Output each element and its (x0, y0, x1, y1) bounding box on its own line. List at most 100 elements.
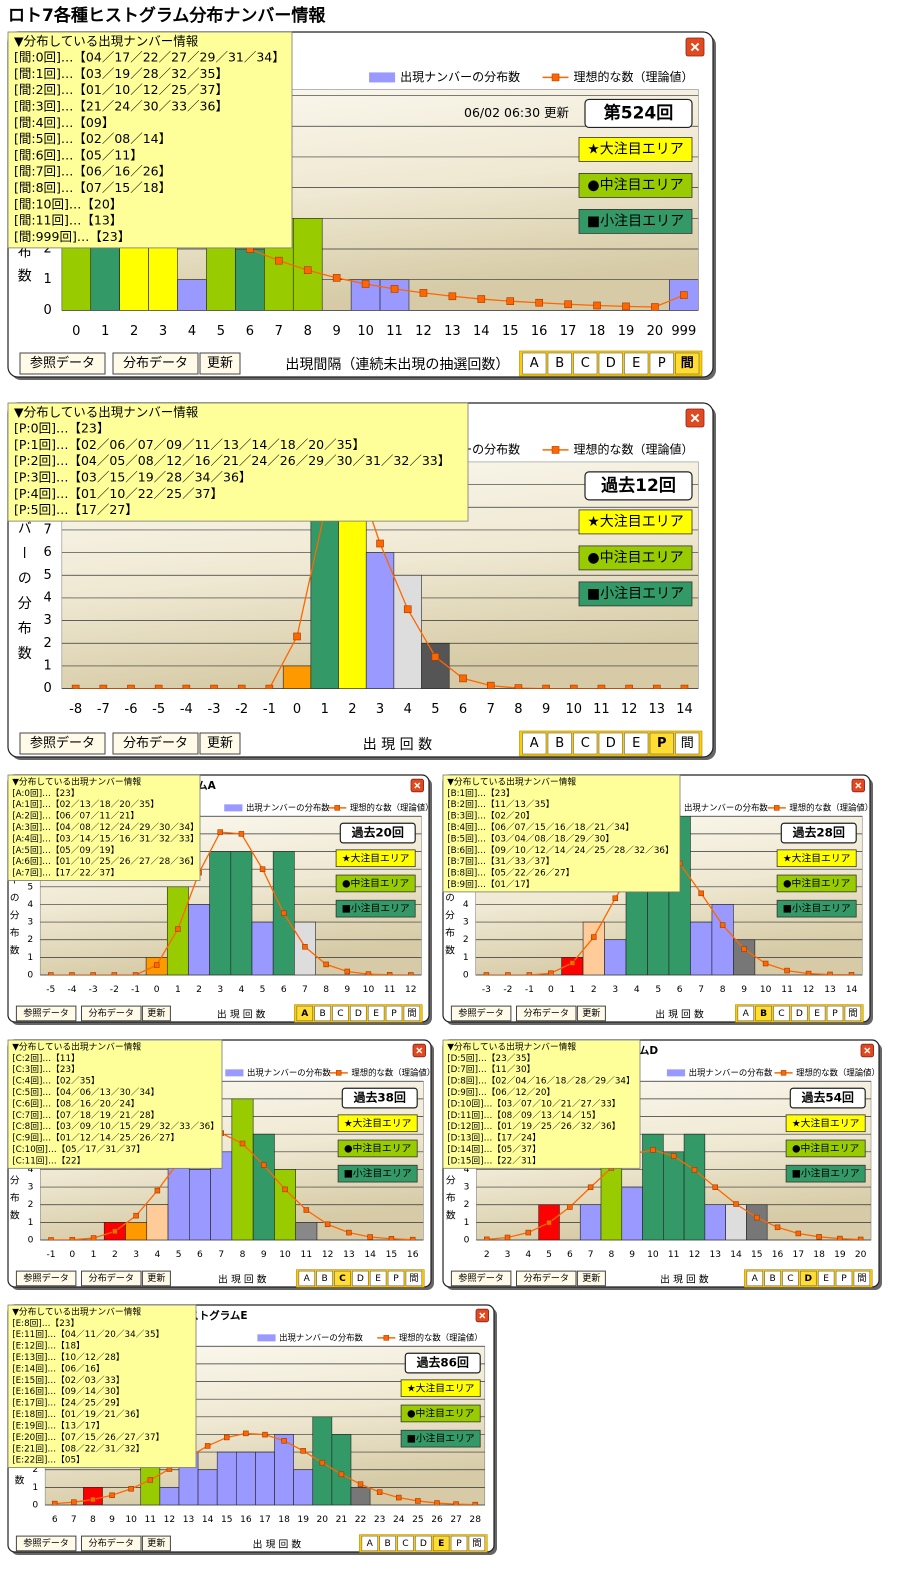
tab[interactable] (675, 352, 700, 375)
tab-label[interactable]: C (581, 736, 590, 751)
button-label[interactable]: 分布データ (89, 1272, 134, 1284)
button[interactable] (199, 732, 241, 755)
tab-label[interactable]: D (606, 736, 616, 751)
tab-label[interactable]: D (420, 1539, 427, 1549)
tab-label[interactable]: 間 (848, 1008, 857, 1019)
tab[interactable] (332, 1005, 349, 1022)
tab-label[interactable]: E (823, 1274, 829, 1284)
button[interactable] (81, 1535, 142, 1552)
tab[interactable] (675, 732, 700, 755)
tab[interactable] (817, 1270, 835, 1287)
button[interactable] (141, 1270, 171, 1287)
tab-label[interactable]: D (796, 1009, 803, 1019)
tab-label[interactable]: C (337, 1009, 343, 1019)
tab[interactable] (598, 352, 623, 375)
close-button[interactable] (412, 1043, 427, 1058)
tab[interactable] (522, 732, 547, 755)
tab-label[interactable]: 間 (472, 1538, 481, 1549)
tab-label[interactable]: E (373, 1009, 379, 1019)
button[interactable] (112, 352, 199, 375)
button-label[interactable]: 更新 (207, 356, 233, 371)
tab[interactable] (746, 1270, 764, 1287)
tab-label[interactable]: P (657, 736, 667, 751)
tab[interactable] (432, 1535, 450, 1552)
tab-label[interactable]: C (402, 1539, 408, 1549)
button-label[interactable]: 参照データ (30, 355, 95, 371)
tab-label[interactable]: A (304, 1274, 311, 1284)
tab-label[interactable]: E (632, 736, 640, 751)
tab[interactable] (385, 1005, 403, 1022)
tab[interactable] (350, 1005, 367, 1022)
tab[interactable] (800, 1270, 817, 1287)
tab[interactable] (649, 732, 674, 755)
tab[interactable] (316, 1270, 333, 1287)
tab-label[interactable]: D (355, 1009, 362, 1019)
button[interactable] (199, 352, 241, 375)
button-label[interactable]: 分布データ (524, 1007, 569, 1019)
tab-label[interactable]: A (743, 1009, 750, 1019)
button[interactable] (450, 1005, 512, 1022)
tab[interactable] (573, 732, 598, 755)
tab-label[interactable]: P (658, 356, 666, 371)
button-label[interactable]: 更新 (147, 1273, 165, 1284)
tab-label[interactable]: P (832, 1009, 838, 1019)
tab-label[interactable]: A (530, 736, 539, 751)
tab-label[interactable]: P (391, 1009, 397, 1019)
button-label[interactable]: 更新 (582, 1008, 600, 1019)
button-label[interactable]: 分布データ (123, 735, 188, 751)
tab-label[interactable]: D (606, 356, 616, 371)
button-label[interactable]: 更新 (582, 1273, 600, 1284)
tab[interactable] (808, 1005, 826, 1022)
button[interactable] (19, 352, 106, 375)
tab-label[interactable]: D (357, 1274, 364, 1284)
tab[interactable] (835, 1270, 853, 1287)
button[interactable] (19, 732, 106, 755)
button[interactable] (516, 1005, 577, 1022)
close-button[interactable] (851, 778, 866, 793)
tab[interactable] (573, 352, 598, 375)
button[interactable] (112, 732, 199, 755)
tab[interactable] (826, 1005, 844, 1022)
button[interactable] (141, 1535, 171, 1552)
tab[interactable] (334, 1270, 351, 1287)
button[interactable] (516, 1270, 577, 1287)
tab[interactable] (415, 1535, 432, 1552)
button[interactable] (81, 1005, 142, 1022)
tab[interactable] (403, 1005, 421, 1022)
tab-label[interactable]: A (752, 1274, 759, 1284)
tab[interactable] (405, 1270, 423, 1287)
close-button[interactable] (410, 778, 425, 793)
button[interactable] (81, 1270, 142, 1287)
tab[interactable] (296, 1005, 314, 1022)
tab-label[interactable]: A (367, 1539, 374, 1549)
tab-label[interactable]: P (393, 1274, 399, 1284)
tab-label[interactable]: B (320, 1009, 326, 1019)
tab[interactable] (369, 1270, 387, 1287)
tab[interactable] (649, 352, 674, 375)
tab-label[interactable]: E (814, 1009, 820, 1019)
tab-label[interactable]: C (339, 1274, 346, 1284)
tab[interactable] (387, 1270, 405, 1287)
tab-label[interactable]: A (530, 356, 539, 371)
button-label[interactable]: 参照データ (30, 735, 95, 751)
button-label[interactable]: 分布データ (89, 1537, 134, 1549)
tab-label[interactable]: C (581, 356, 590, 371)
close-button[interactable] (860, 1043, 875, 1058)
tab[interactable] (547, 352, 572, 375)
tab-label[interactable]: D (805, 1274, 813, 1284)
tab-label[interactable]: 間 (857, 1273, 866, 1284)
tab[interactable] (624, 352, 649, 375)
button-label[interactable]: 更新 (207, 736, 233, 751)
tab-label[interactable]: E (632, 356, 640, 371)
tab-label[interactable]: B (322, 1274, 328, 1284)
tab[interactable] (624, 732, 649, 755)
tab-label[interactable]: E (375, 1274, 381, 1284)
tab[interactable] (853, 1270, 871, 1287)
tab[interactable] (352, 1270, 369, 1287)
button-label[interactable]: 参照データ (23, 1537, 68, 1549)
tab[interactable] (450, 1535, 468, 1552)
button-label[interactable]: 分布データ (524, 1272, 569, 1284)
tab[interactable] (782, 1270, 799, 1287)
tab-label[interactable]: B (555, 356, 564, 371)
close-button[interactable] (685, 408, 705, 428)
